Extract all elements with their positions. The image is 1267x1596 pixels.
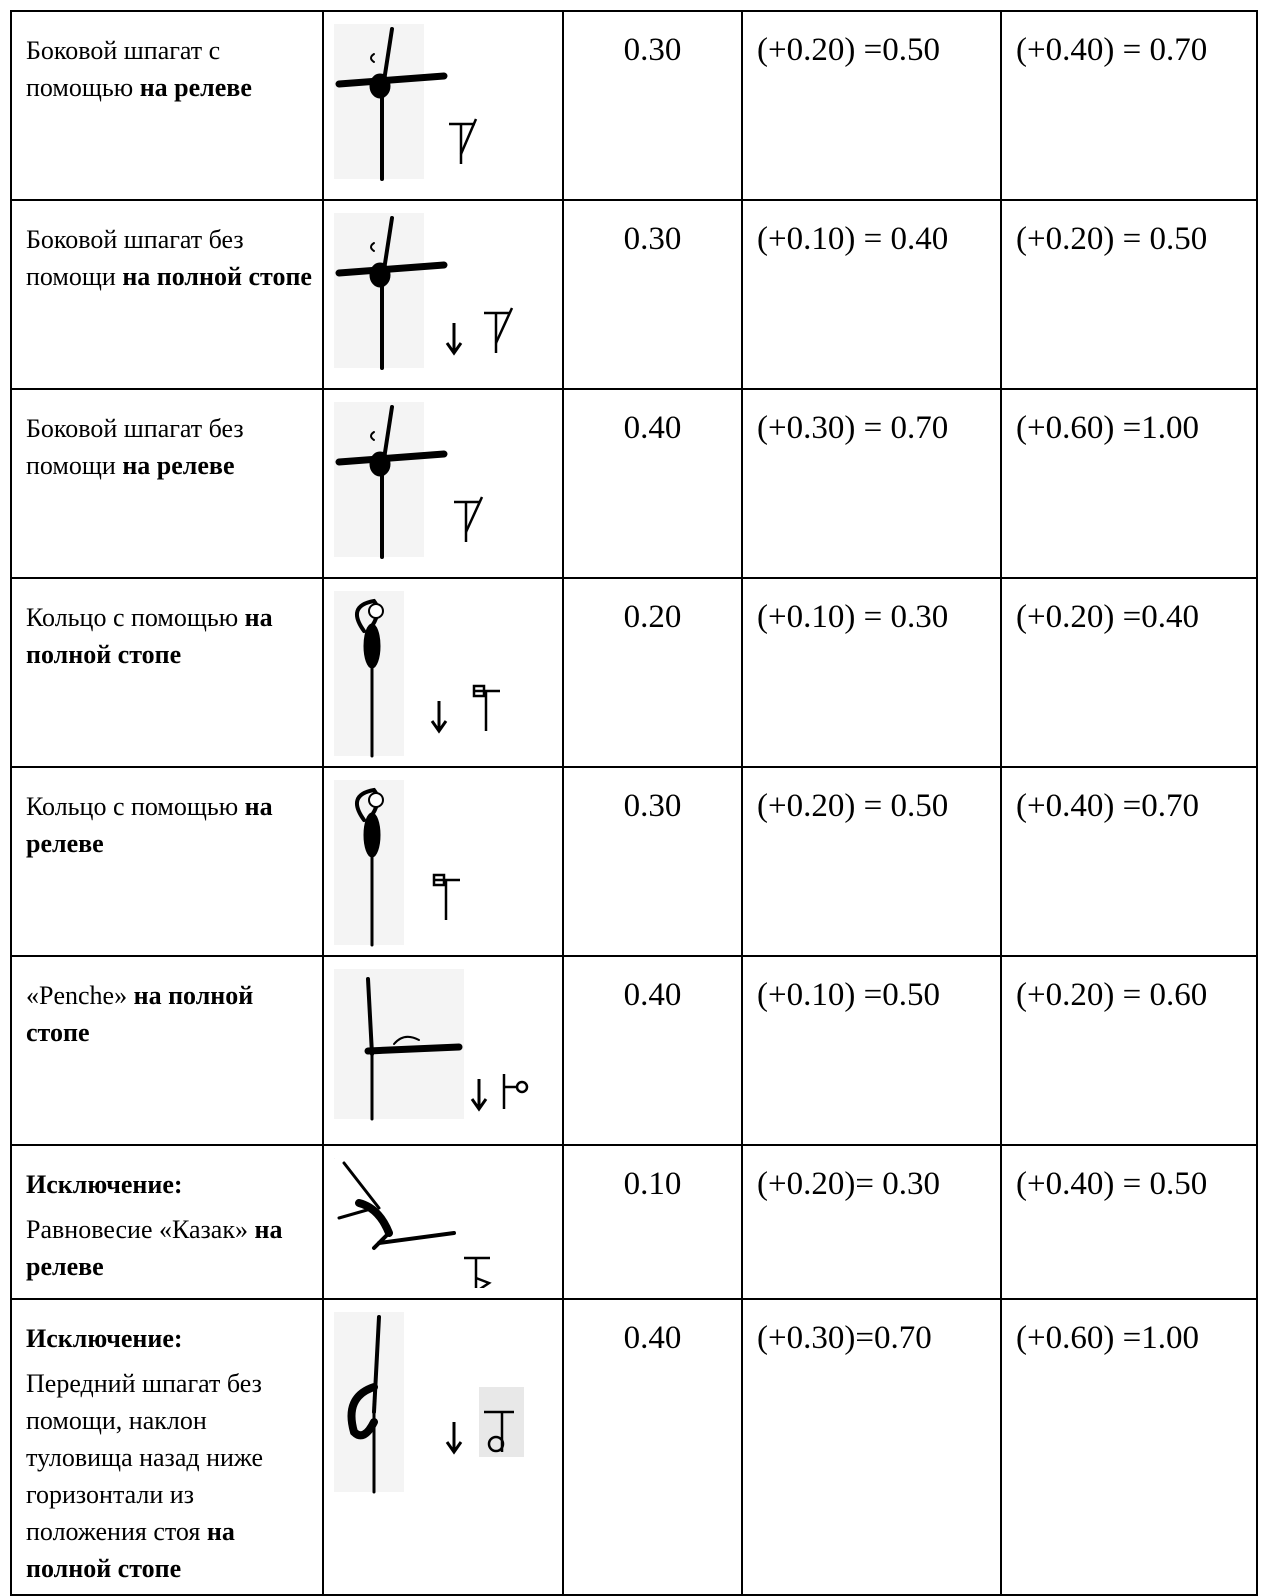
description-text: «Penche» (26, 981, 128, 1010)
description-bold: на полной стопе (122, 262, 312, 291)
value-cell: (+0.20) =0.40 (1000, 577, 1258, 768)
description-text: Равновесие «Казак» (26, 1215, 248, 1244)
value-cell: (+0.30) = 0.70 (741, 388, 1002, 579)
value-cell: (+0.20)= 0.30 (741, 1144, 1002, 1300)
description-text: Боковой шпагат с помощью (26, 36, 221, 102)
figure-cell (322, 577, 564, 768)
description-cell: Кольцо с помощью на релеве (10, 766, 324, 957)
table-row: Боковой шпагат с помощью на релеве 0.30 (+0… (10, 10, 1258, 201)
description-cell: Боковой шпагат с помощью на релеве (10, 10, 324, 201)
value-cell: (+0.20) = 0.50 (1000, 199, 1258, 390)
description-bold: на релеве (139, 73, 252, 102)
description-cell: Боковой шпагат без помощи на релеве (10, 388, 324, 579)
description-cell: «Penche» на полной стопе (10, 955, 324, 1146)
arrow-down (445, 323, 463, 356)
notation-symbol (472, 684, 500, 731)
gymnast (354, 787, 384, 947)
value-cell: (+0.40) = 0.70 (1000, 10, 1258, 201)
arrow-down (445, 1422, 463, 1455)
value-cell: 0.40 (562, 955, 743, 1146)
description-bold: на релеве (26, 792, 273, 858)
value-cell: (+0.60) =1.00 (1000, 1298, 1258, 1596)
table-row: Кольцо с помощью на полной стопе 0.20 (+0.1… (10, 577, 1258, 768)
arrow-down (470, 1079, 488, 1112)
description-cell: Исключение: Передний шпагат без помощи, н… (10, 1298, 324, 1596)
figure-cell (322, 955, 564, 1146)
value-cell: 0.40 (562, 1298, 743, 1596)
notation-symbol (432, 873, 460, 920)
description-text: Боковой шпагат без помощи (26, 414, 244, 480)
figure-cell (322, 766, 564, 957)
figure-cell (322, 1144, 564, 1300)
value-cell: (+0.20) = 0.50 (741, 766, 1002, 957)
value-cell: 0.30 (562, 766, 743, 957)
gymnast (337, 1161, 456, 1250)
figure-bg (334, 591, 404, 756)
figure-cell (322, 388, 564, 579)
figure-cell (322, 1298, 564, 1596)
figure-bg (334, 1312, 404, 1492)
notation-symbol (502, 1074, 529, 1109)
value-cell: (+0.10) =0.50 (741, 955, 1002, 1146)
figure-cell (322, 199, 564, 390)
table-row: Исключение: Равновесие «Казак» на релеве 0.… (10, 1144, 1258, 1300)
figure-cell (322, 10, 564, 201)
notation-symbol (479, 1387, 524, 1457)
description-bold: на полной стопе (26, 1517, 235, 1583)
value-cell: (+0.30)=0.70 (741, 1298, 1002, 1596)
value-cell: (+0.40) = 0.50 (1000, 1144, 1258, 1300)
description-bold: на релеве (122, 451, 235, 480)
description-cell: Боковой шпагат без помощи на полной стопе (10, 199, 324, 390)
table-row: Боковой шпагат без помощи на полной стопе… (10, 199, 1258, 390)
table-row: «Penche» на полной стопе 0.40 (+0.10) =0.50… (10, 955, 1258, 1146)
description-text: Кольцо с помощью (26, 792, 239, 821)
arrow-down (430, 701, 448, 734)
description-text: Кольцо с помощью (26, 603, 239, 632)
figure-bg (334, 24, 424, 179)
gymnast (354, 598, 384, 758)
table-row: Боковой шпагат без помощи на релеве 0.40 (+… (10, 388, 1258, 579)
description-text: Боковой шпагат без помощи (26, 225, 244, 291)
notation-symbol (464, 1256, 492, 1298)
notation-symbol (449, 118, 478, 164)
value-cell: 0.40 (562, 388, 743, 579)
gymnast (347, 1315, 381, 1494)
value-cell: (+0.10) = 0.40 (741, 199, 1002, 390)
figure-bg (334, 1158, 335, 1159)
figure-bg (334, 780, 404, 945)
figure-bg (334, 213, 424, 368)
table-row: Кольцо с помощью на релеве 0.30 (+0.20) = 0… (10, 766, 1258, 957)
notation-symbol (454, 496, 484, 542)
description-bold: на полной стопе (26, 981, 254, 1047)
value-cell: 0.30 (562, 199, 743, 390)
value-cell: (+0.20) = 0.60 (1000, 955, 1258, 1146)
gymnast (364, 977, 463, 1121)
description-text: Передний шпагат без помощи, наклон тулов… (26, 1369, 264, 1546)
description-cell: Исключение: Равновесие «Казак» на релеве (10, 1144, 324, 1300)
elements-table: Боковой шпагат с помощью на релеве 0.30 (+0… (10, 10, 1258, 1596)
gymnast (335, 405, 448, 559)
figure-bg (334, 402, 424, 557)
value-cell: 0.30 (562, 10, 743, 201)
value-cell: (+0.10) = 0.30 (741, 577, 1002, 768)
value-cell: (+0.60) =1.00 (1000, 388, 1258, 579)
description-bold: на полной стопе (26, 603, 273, 669)
value-cell: 0.20 (562, 577, 743, 768)
description-heading: Исключение: (26, 1324, 183, 1353)
value-cell: 0.10 (562, 1144, 743, 1300)
description-heading: Исключение: (26, 1170, 183, 1199)
gymnast (335, 216, 448, 370)
table-row: Исключение: Передний шпагат без помощи, н… (10, 1298, 1258, 1596)
notation-symbol (484, 307, 514, 353)
figure-bg (334, 969, 464, 1119)
value-cell: (+0.40) =0.70 (1000, 766, 1258, 957)
description-cell: Кольцо с помощью на полной стопе (10, 577, 324, 768)
value-cell: (+0.20) =0.50 (741, 10, 1002, 201)
table-body: Боковой шпагат с помощью на релеве 0.30 (+0… (10, 10, 1258, 1596)
gymnast (335, 27, 448, 181)
description-bold: на релеве (26, 1215, 283, 1281)
